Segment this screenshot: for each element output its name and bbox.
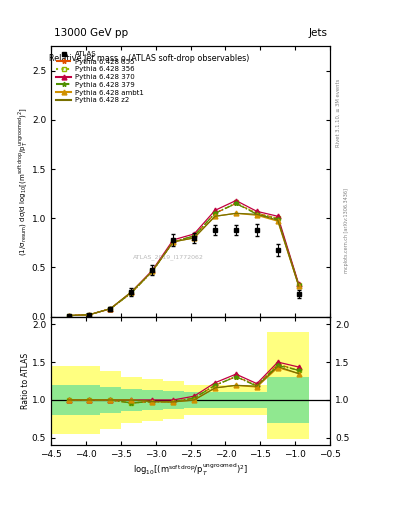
Text: Jets: Jets — [309, 28, 327, 38]
Text: mcplots.cern.ch [arXiv:1306.3436]: mcplots.cern.ch [arXiv:1306.3436] — [344, 188, 349, 273]
Text: Rivet 3.1.10, ≥ 3M events: Rivet 3.1.10, ≥ 3M events — [336, 78, 341, 147]
Y-axis label: Ratio to ATLAS: Ratio to ATLAS — [22, 353, 31, 409]
Text: ATLAS_2019_I1772062: ATLAS_2019_I1772062 — [133, 254, 204, 260]
Text: 13000 GeV pp: 13000 GeV pp — [54, 28, 128, 38]
Legend: ATLAS, Pythia 6.428 355, Pythia 6.428 356, Pythia 6.428 370, Pythia 6.428 379, P: ATLAS, Pythia 6.428 355, Pythia 6.428 35… — [53, 48, 146, 106]
Text: Relative jet mass ρ (ATLAS soft-drop observables): Relative jet mass ρ (ATLAS soft-drop obs… — [49, 54, 249, 63]
X-axis label: log$_{10}$[(m$^{\rm soft\,drop}$/p$_T^{\rm ungroomed}$)$^2$]: log$_{10}$[(m$^{\rm soft\,drop}$/p$_T^{\… — [133, 462, 248, 478]
Y-axis label: (1/σ$_{\rm resum}$) dσ/d log$_{10}$[(m$^{\rm soft\,drop}$/p$_T^{\rm ungroomed}$): (1/σ$_{\rm resum}$) dσ/d log$_{10}$[(m$^… — [17, 107, 31, 256]
